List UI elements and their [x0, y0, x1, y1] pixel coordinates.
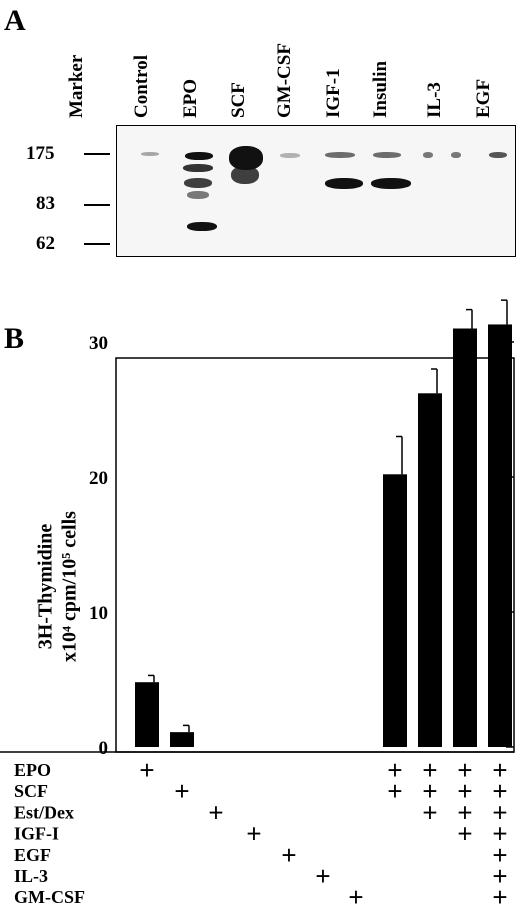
plus-mark: +	[457, 819, 472, 849]
marker-175-label: 175	[26, 143, 55, 164]
plus-mark: +	[387, 776, 402, 806]
plus-mark: +	[492, 819, 507, 849]
bar	[453, 328, 477, 747]
y-tick-label: 0	[99, 738, 109, 759]
blot-band	[183, 164, 213, 172]
marker-175-tick	[84, 153, 110, 155]
blot-band	[371, 178, 411, 189]
condition-label: GM-CSF	[14, 887, 85, 907]
blot-band	[187, 222, 217, 231]
plus-mark: +	[348, 882, 363, 912]
condition-label: Est/Dex	[14, 802, 74, 822]
condition-label: IL-3	[14, 866, 48, 886]
western-blot	[116, 125, 516, 257]
bar	[383, 474, 407, 747]
condition-label: EGF	[14, 845, 51, 865]
blot-band	[325, 152, 355, 158]
condition-label: SCF	[14, 781, 48, 801]
plus-mark: +	[457, 755, 472, 785]
y-tick-label: 20	[89, 468, 108, 489]
plus-mark: +	[422, 797, 437, 827]
blot-band	[373, 152, 401, 158]
marker-83-label: 83	[36, 193, 55, 214]
bar	[135, 682, 159, 747]
plus-mark: +	[315, 861, 330, 891]
bar	[170, 732, 194, 747]
panel-a-letter: A	[4, 4, 26, 37]
blot-band	[185, 152, 213, 160]
plus-mark: +	[174, 776, 189, 806]
plus-mark: +	[422, 776, 437, 806]
plus-mark: +	[387, 755, 402, 785]
plus-mark: +	[246, 819, 261, 849]
blot-band	[141, 152, 159, 156]
bar	[418, 393, 442, 747]
condition-label: IGF-I	[14, 824, 59, 844]
y-tick-label: 30	[89, 333, 108, 354]
plus-mark: +	[492, 882, 507, 912]
plus-mark: +	[492, 840, 507, 870]
blot-band	[231, 166, 259, 184]
plus-mark: +	[208, 797, 223, 827]
bar	[488, 324, 512, 747]
plus-mark: +	[492, 797, 507, 827]
marker-62-label: 62	[36, 233, 55, 254]
plus-mark: +	[492, 861, 507, 891]
plus-mark: +	[492, 776, 507, 806]
blot-band	[184, 178, 212, 188]
blot-band	[451, 152, 461, 158]
blot-band	[325, 178, 363, 189]
marker-83-tick	[84, 204, 110, 206]
blot-band	[280, 153, 300, 158]
blot-band	[187, 191, 209, 199]
condition-label: EPO	[14, 760, 51, 780]
plus-mark: +	[422, 755, 437, 785]
panel-b-letter: B	[4, 322, 25, 355]
plus-mark: +	[492, 755, 507, 785]
blot-band	[423, 152, 433, 158]
plus-mark: +	[457, 797, 472, 827]
blot-band	[489, 152, 507, 158]
y-tick-label: 10	[89, 603, 108, 624]
plus-mark: +	[457, 776, 472, 806]
plus-mark: +	[139, 755, 154, 785]
plus-mark: +	[281, 840, 296, 870]
marker-62-tick	[84, 243, 110, 245]
